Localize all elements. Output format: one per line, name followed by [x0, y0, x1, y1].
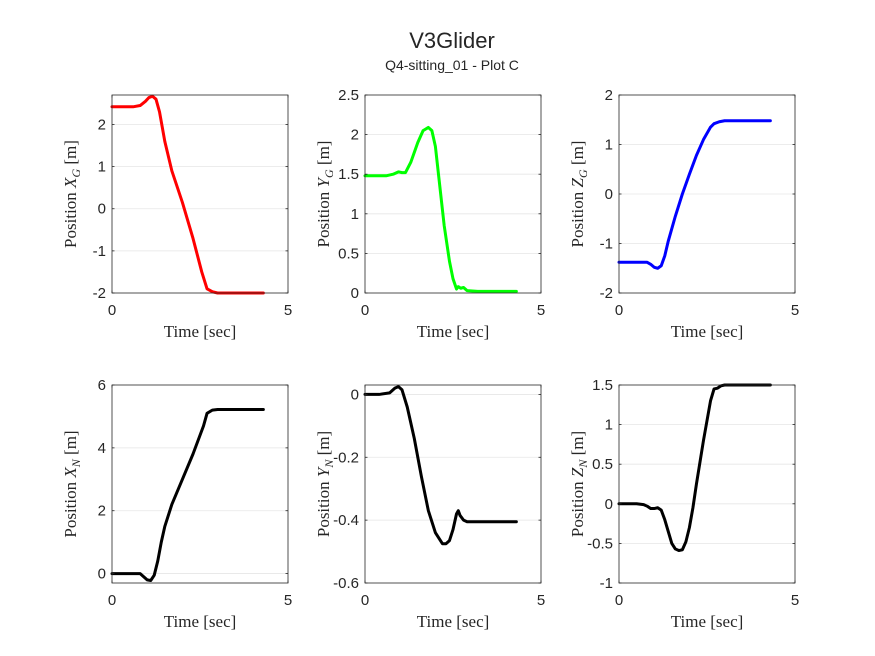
y-axis-label: Position XN [m]: [61, 430, 83, 537]
y-axis-label: Position ZG [m]: [568, 141, 590, 248]
plot-xn: 0 2 4 6 0 5 Time [sec] Position XN [m]: [61, 377, 292, 631]
y-tick-label: -0.2: [333, 449, 359, 466]
y-axis-label: Position YG [m]: [314, 141, 336, 248]
x-axis-label: Time [sec]: [671, 322, 744, 341]
y-tick-label: 0: [98, 566, 106, 583]
y-tick-label: 1: [605, 417, 613, 434]
x-tick-label: 0: [615, 302, 623, 319]
plot-yg: 0 0.5 1 1.5 2 2.5 0 5 Time [sec] Position YG [m]: [314, 87, 545, 341]
y-tick-label: 2: [605, 87, 613, 104]
y-tick-label: 2: [351, 127, 359, 144]
axes-frame: [111, 384, 289, 584]
axes-frame: [364, 384, 542, 584]
x-tick-label: 5: [284, 302, 292, 319]
x-axis-label: Time [sec]: [164, 322, 237, 341]
y-tick-label: 2: [98, 116, 106, 133]
plot-area: [365, 385, 541, 583]
y-tick-label: 0: [605, 186, 613, 203]
axes-frame: [111, 94, 289, 294]
plot-zn: -1 -0.5 0 0.5 1 1.5 0 5 Time [sec] Position ZN [m…: [568, 377, 799, 631]
series-line: [617, 383, 772, 553]
plot-zg: -2 -1 0 1 2 0 5 Time [sec] Position ZG [m]: [568, 87, 799, 341]
y-tick-label: -0.6: [333, 575, 359, 592]
plot-yn: -0.6 -0.4 -0.2 0 0 5 Time [sec] Position YN [m]: [314, 384, 545, 631]
y-tick-label: -1: [600, 236, 613, 253]
series-line: [110, 408, 265, 582]
series-line: [617, 119, 772, 270]
y-tick-label: 1.5: [592, 377, 613, 394]
x-axis-label: Time [sec]: [671, 612, 744, 631]
y-axis-label: Position XG [m]: [61, 140, 83, 248]
y-tick-label: 0.5: [592, 456, 613, 473]
x-axis-label: Time [sec]: [164, 612, 237, 631]
y-tick-label: 1: [98, 159, 106, 176]
y-tick-label: 0.5: [338, 245, 359, 262]
y-tick-label: 2.5: [338, 87, 359, 104]
x-axis-label: Time [sec]: [417, 322, 490, 341]
y-tick-label: 0: [351, 386, 359, 403]
axes-frame: [618, 384, 796, 584]
series-line: [363, 385, 518, 546]
y-tick-label: -0.5: [587, 535, 613, 552]
x-tick-label: 5: [791, 592, 799, 609]
series-line: [363, 125, 518, 293]
y-tick-label: -2: [600, 285, 613, 302]
y-tick-label: 1: [351, 206, 359, 223]
y-tick-label: 0: [98, 201, 106, 218]
x-tick-label: 5: [284, 592, 292, 609]
y-tick-label: 1: [605, 137, 613, 154]
axes-frame: [364, 94, 542, 294]
y-tick-label: -0.4: [333, 512, 359, 529]
y-tick-label: 1.5: [338, 166, 359, 183]
x-tick-label: 5: [791, 302, 799, 319]
x-tick-label: 0: [615, 592, 623, 609]
plot-area: [365, 95, 541, 293]
x-tick-label: 0: [108, 592, 116, 609]
figure-subtitle: Q4-sitting_01 - Plot C: [385, 57, 519, 73]
y-tick-label: 0: [605, 496, 613, 513]
y-axis-label: Position ZN [m]: [568, 431, 590, 537]
x-tick-label: 5: [537, 592, 545, 609]
x-axis-label: Time [sec]: [417, 612, 490, 631]
plot-xg: -2 -1 0 1 2 0 5 Time [sec] Position XG [m]: [61, 94, 292, 341]
y-tick-label: 4: [98, 440, 106, 457]
y-tick-label: 6: [98, 377, 106, 394]
y-tick-label: 0: [351, 285, 359, 302]
x-tick-label: 0: [361, 592, 369, 609]
x-tick-label: 0: [108, 302, 116, 319]
y-tick-label: -1: [600, 575, 613, 592]
y-tick-label: 2: [98, 503, 106, 520]
plot-area: [112, 385, 288, 583]
y-tick-label: -2: [93, 285, 106, 302]
x-tick-label: 5: [537, 302, 545, 319]
y-tick-label: -1: [93, 243, 106, 260]
y-axis-label: Position YN [m]: [314, 431, 336, 537]
x-tick-label: 0: [361, 302, 369, 319]
figure-title: V3Glider: [409, 28, 495, 53]
